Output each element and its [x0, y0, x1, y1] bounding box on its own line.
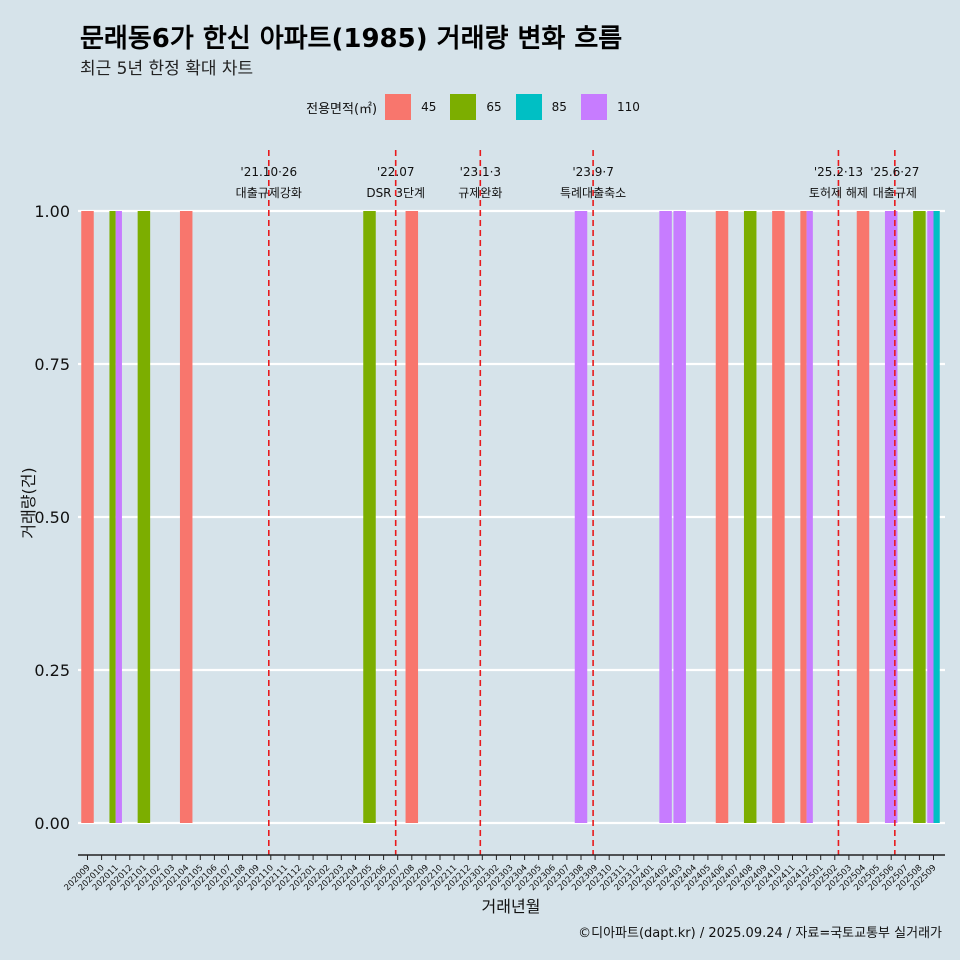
event-desc-label: 특례대출축소	[560, 186, 626, 200]
bar-202009-45	[81, 211, 94, 823]
y-tick-label: 0.50	[34, 508, 70, 527]
legend-label-85: 85	[551, 100, 567, 114]
bar-202011-110	[115, 211, 122, 823]
bar-202101-65	[137, 211, 151, 823]
event-date-label: '25.2·13	[814, 165, 863, 179]
legend-swatch-110	[580, 94, 607, 120]
bar-202412-45	[800, 211, 807, 823]
legend-swatch-45	[385, 94, 412, 120]
bar-202403-110	[673, 211, 686, 823]
bar-202205-65	[363, 211, 376, 823]
y-tick-label: 0.25	[34, 661, 70, 680]
y-axis-title: 거래량(건)	[19, 467, 38, 538]
legend-item-45: 45	[385, 94, 436, 120]
bar-202509-85	[933, 211, 940, 823]
event-desc-label: 토허제 해제	[809, 186, 868, 200]
event-date-label: '23.9·7	[572, 165, 613, 179]
legend-swatch-65	[450, 94, 477, 120]
legend-item-110: 110	[580, 94, 640, 120]
bar-202408-65	[743, 211, 757, 823]
y-tick-label: 0.75	[34, 355, 70, 374]
chart-title: 문래동6가 한신 아파트(1985) 거래량 변화 흐름	[80, 24, 623, 54]
bar-202410-45	[772, 211, 785, 823]
y-tick-label: 0.00	[34, 814, 70, 833]
bar-202402-110	[659, 211, 672, 823]
event-desc-label: DSR 3단계	[366, 186, 425, 200]
legend-label-45: 45	[421, 100, 437, 114]
bar-202508-65	[913, 211, 926, 823]
bar-202412-110	[806, 211, 813, 823]
bar-202208-45	[405, 211, 419, 823]
chart-subtitle: 최근 5년 한정 확대 차트	[80, 59, 254, 79]
event-date-label: '22.07	[377, 165, 415, 179]
legend-item-65: 65	[450, 94, 502, 120]
bar-202308-110	[574, 211, 588, 823]
source-caption: ©디아파트(dapt.kr) / 2025.09.24 / 자료=국토교통부 실…	[578, 926, 942, 941]
legend-swatch-85	[515, 94, 542, 120]
bar-202406-45	[715, 211, 729, 823]
legend: 전용면적(㎡) 45 65 85 110	[0, 92, 960, 122]
legend-item-85: 85	[515, 94, 567, 120]
bar-202509-110	[927, 211, 934, 823]
legend-title: 전용면적(㎡)	[306, 101, 378, 117]
legend-label-110: 110	[616, 100, 640, 114]
bar-202011-65	[109, 211, 116, 823]
y-tick-label: 1.00	[34, 202, 70, 221]
legend-label-65: 65	[486, 100, 502, 114]
event-desc-label: 규제완화	[458, 186, 502, 200]
event-date-label: '25.6·27	[870, 165, 919, 179]
event-desc-label: 대출규제	[873, 186, 917, 200]
bar-202504-45	[856, 211, 870, 823]
bar-202104-45	[179, 211, 193, 823]
event-desc-label: 대출규제강화	[236, 186, 302, 200]
event-date-label: '23.1·3	[460, 165, 501, 179]
x-axis-title: 거래년월	[482, 897, 541, 916]
event-date-label: '21.10·26	[240, 165, 297, 179]
